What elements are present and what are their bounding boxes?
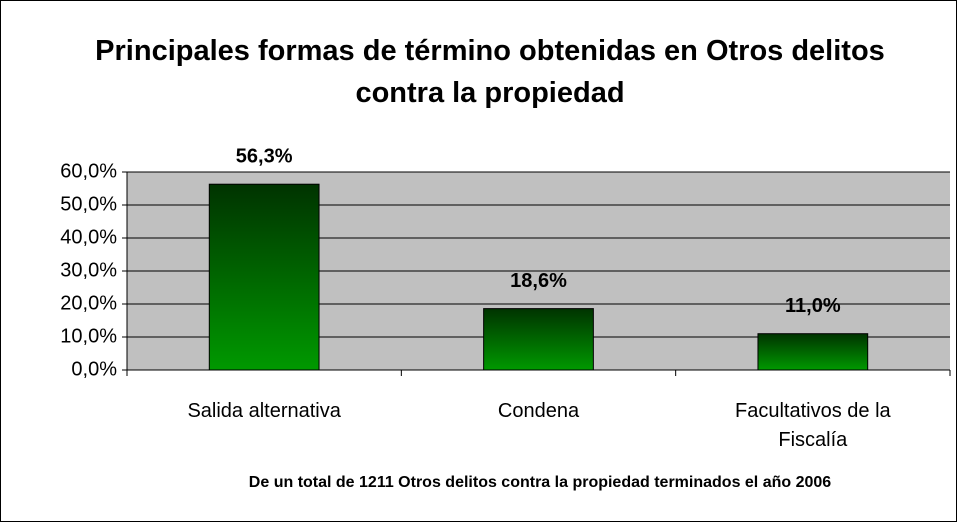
bar [757, 333, 869, 371]
y-tick-label: 40,0% [60, 226, 117, 248]
x-tick-label: Facultativos de la Fiscalía [735, 400, 891, 451]
annotation: De un total de 1211 Otros delitos contra… [248, 474, 832, 491]
y-tick-label: 30,0% [60, 259, 117, 281]
y-tick-label: 60,0% [60, 160, 117, 182]
y-tick-label: 50,0% [60, 193, 117, 215]
x-tick-label: Condena [497, 400, 580, 422]
bar [483, 308, 594, 371]
data-label: 18,6% [510, 270, 567, 292]
x-tick-label: Salida alternativa [187, 400, 341, 422]
y-tick-label: 20,0% [60, 292, 117, 314]
data-label: 56,3% [236, 145, 293, 167]
bar [208, 183, 320, 371]
y-tick-label: 0,0% [71, 358, 117, 380]
y-tick-label: 10,0% [60, 325, 117, 347]
chart-title: Principales formas de término obtenidas … [95, 35, 885, 109]
data-label: 11,0% [785, 295, 841, 317]
